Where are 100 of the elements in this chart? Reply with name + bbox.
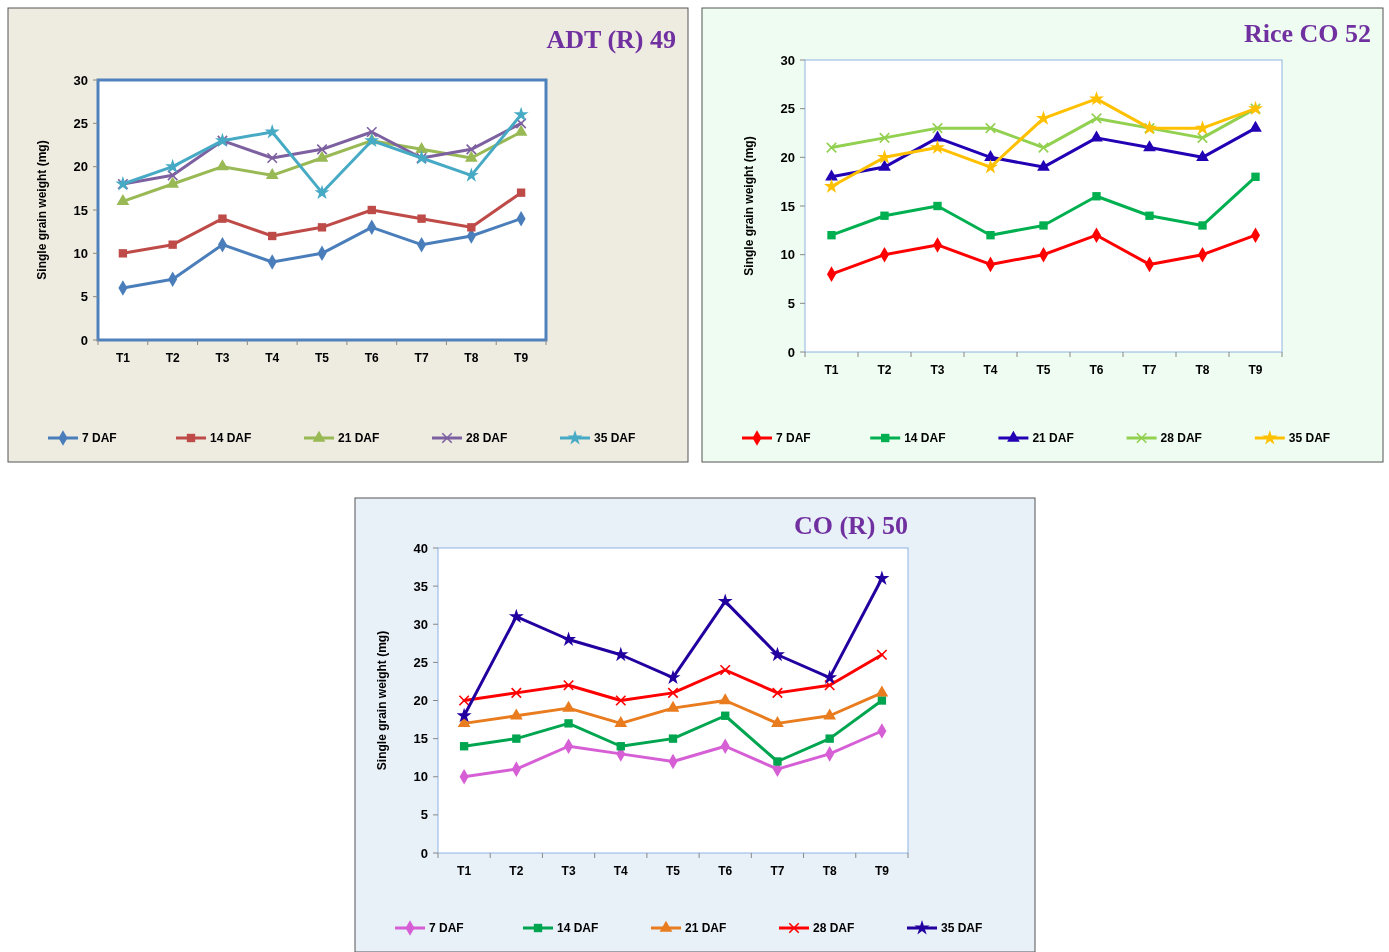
y-tick-label: 20 — [413, 693, 428, 709]
x-tick-label: T5 — [314, 351, 330, 365]
point — [509, 708, 523, 720]
y-tick-label: 20 — [73, 159, 88, 175]
point — [1088, 91, 1105, 106]
x-tick-label: T9 — [514, 351, 529, 365]
y-tick-label: 10 — [413, 769, 428, 785]
point — [665, 669, 681, 685]
point — [667, 687, 679, 699]
x-tick-label: T8 — [822, 864, 837, 878]
chart-title: CO (R) 50 — [793, 511, 908, 540]
point — [265, 167, 279, 179]
point — [366, 126, 378, 138]
x-tick-label: T6 — [1089, 363, 1104, 377]
point — [877, 696, 887, 705]
x-tick-label: T4 — [613, 864, 629, 878]
point — [165, 158, 181, 174]
point — [1196, 149, 1209, 161]
point — [876, 649, 888, 661]
y-tick-label: 15 — [73, 202, 88, 218]
legend-label: 35 DAF — [1288, 431, 1331, 446]
point — [562, 700, 575, 712]
point — [823, 708, 837, 720]
point — [771, 716, 784, 728]
point — [168, 240, 177, 249]
point — [266, 152, 278, 164]
point — [564, 719, 573, 728]
x-tick-label: T6 — [718, 864, 733, 878]
legend-label: 7 DAF — [776, 431, 811, 446]
point — [315, 150, 329, 162]
point — [880, 211, 889, 220]
point — [614, 716, 628, 728]
y-tick-label: 30 — [780, 52, 795, 68]
point — [512, 734, 521, 743]
y-tick-label: 5 — [787, 295, 795, 311]
point — [166, 176, 180, 188]
chart-title: Rice CO 52 — [1243, 19, 1371, 48]
point — [464, 150, 478, 162]
point — [515, 117, 527, 129]
point — [825, 142, 838, 154]
point — [616, 742, 625, 751]
y-tick-label: 25 — [413, 654, 428, 670]
point — [561, 631, 577, 646]
point — [264, 124, 280, 139]
x-tick-label: T8 — [464, 351, 479, 365]
point — [986, 231, 995, 240]
y-axis-title: Single grain weight (mg) — [35, 140, 49, 280]
point — [465, 143, 477, 155]
point — [771, 687, 783, 699]
legend-label: 28 DAF — [813, 921, 855, 936]
point — [875, 685, 889, 697]
point — [931, 122, 944, 134]
y-tick-label: 10 — [780, 247, 795, 263]
point — [931, 130, 944, 142]
x-tick-label: T2 — [165, 351, 180, 365]
legend-label: 14 DAF — [557, 921, 599, 936]
point — [456, 707, 472, 723]
point — [116, 193, 130, 205]
point — [769, 646, 785, 662]
point — [118, 249, 128, 258]
point — [1145, 211, 1154, 220]
point — [717, 593, 733, 608]
point — [367, 205, 376, 215]
x-tick-label: T5 — [665, 864, 681, 878]
legend-label: 35 DAF — [594, 431, 636, 446]
point — [317, 223, 327, 232]
point — [216, 159, 229, 171]
y-tick-label: 15 — [413, 731, 428, 747]
y-tick-label: 40 — [413, 540, 428, 556]
y-tick-label: 5 — [420, 807, 428, 823]
point — [458, 694, 470, 707]
point — [1198, 221, 1207, 230]
point — [563, 679, 575, 691]
x-tick-label: T9 — [1248, 363, 1263, 377]
point — [929, 139, 946, 154]
y-tick-label: 30 — [73, 72, 88, 88]
point — [415, 141, 428, 153]
point — [514, 124, 528, 136]
x-tick-label: T5 — [1036, 363, 1051, 377]
y-tick-label: 0 — [420, 845, 428, 861]
y-tick-label: 30 — [413, 616, 428, 632]
point — [773, 757, 782, 766]
legend-label: 28 DAF — [1160, 431, 1202, 446]
y-tick-label: 15 — [780, 198, 795, 214]
point — [615, 694, 627, 707]
y-tick-label: 0 — [80, 332, 88, 348]
point — [314, 184, 330, 200]
legend-label: 14 DAF — [210, 431, 252, 446]
point — [218, 214, 227, 223]
point — [718, 693, 732, 705]
point — [1249, 120, 1262, 132]
x-tick-label: T3 — [561, 864, 576, 878]
point — [721, 711, 730, 720]
x-tick-label: T3 — [215, 351, 230, 365]
legend-label: 28 DAF — [466, 431, 508, 446]
legend-label: 21 DAF — [1032, 431, 1074, 446]
point — [508, 608, 524, 624]
legend-label: 7 DAF — [82, 431, 117, 446]
x-tick-label: T1 — [115, 351, 131, 365]
point — [1196, 132, 1209, 144]
